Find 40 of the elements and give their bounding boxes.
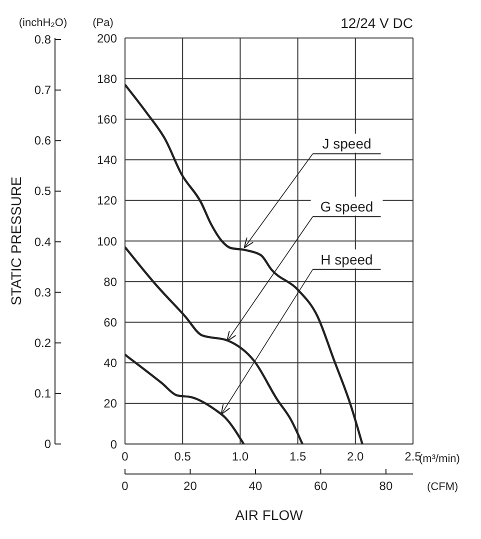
y-tick-label: 200 — [96, 31, 118, 46]
x-tick-label: 0 — [122, 450, 129, 464]
annotation: H speed — [320, 251, 373, 268]
y2-tick-label: 0.6 — [34, 134, 52, 148]
y-tick-label: 0 — [110, 437, 118, 452]
y-tick-label: 120 — [96, 194, 118, 208]
y2-tick-label: 0.2 — [34, 336, 52, 350]
x-tick-label: 1.5 — [289, 450, 306, 464]
text: (m³/min) — [419, 453, 460, 465]
x-tick-label: 0.5 — [174, 450, 192, 464]
y-tick-label: 100 — [96, 234, 118, 248]
y-tick-label: 160 — [96, 112, 118, 126]
x2-tick-label: 40 — [248, 479, 262, 493]
text: (CFM) — [427, 481, 458, 493]
y-tick-label: 60 — [104, 315, 118, 330]
y2-tick-label: 0.3 — [34, 285, 52, 300]
x-tick-label: 2.0 — [347, 450, 364, 464]
y2-tick-label: 0.5 — [34, 184, 52, 198]
y-tick-label: 180 — [96, 72, 118, 86]
annotation: G speed — [320, 198, 374, 215]
annotation: J speed — [322, 136, 372, 152]
x2-tick-label: 80 — [379, 479, 393, 493]
y2-tick-label: 0 — [44, 437, 52, 451]
y2-tick-label: 0.1 — [34, 386, 52, 400]
x2-tick-label: 0 — [122, 479, 129, 493]
y-tick-label: 40 — [104, 356, 118, 370]
y2-axis-title: STATIC PRESSURE — [8, 176, 24, 306]
y-tick-label: 20 — [104, 396, 118, 411]
x2-tick-label: 20 — [184, 479, 198, 493]
y-tick-label: 80 — [104, 274, 118, 289]
x-tick-label: 1.0 — [232, 450, 249, 464]
y2-tick-label: 0.4 — [34, 234, 52, 249]
y-tick-label: 140 — [96, 153, 118, 168]
x2-tick-label: 60 — [314, 479, 328, 493]
y2-tick-label: 0.8 — [34, 32, 52, 47]
chart-title: 12/24 V DC — [340, 15, 413, 31]
text: (inchH₂O) — [18, 17, 68, 29]
y2-tick-label: 0.7 — [34, 83, 52, 98]
x-axis-title: AIR FLOW — [235, 507, 304, 523]
text: (Pa) — [92, 17, 114, 29]
